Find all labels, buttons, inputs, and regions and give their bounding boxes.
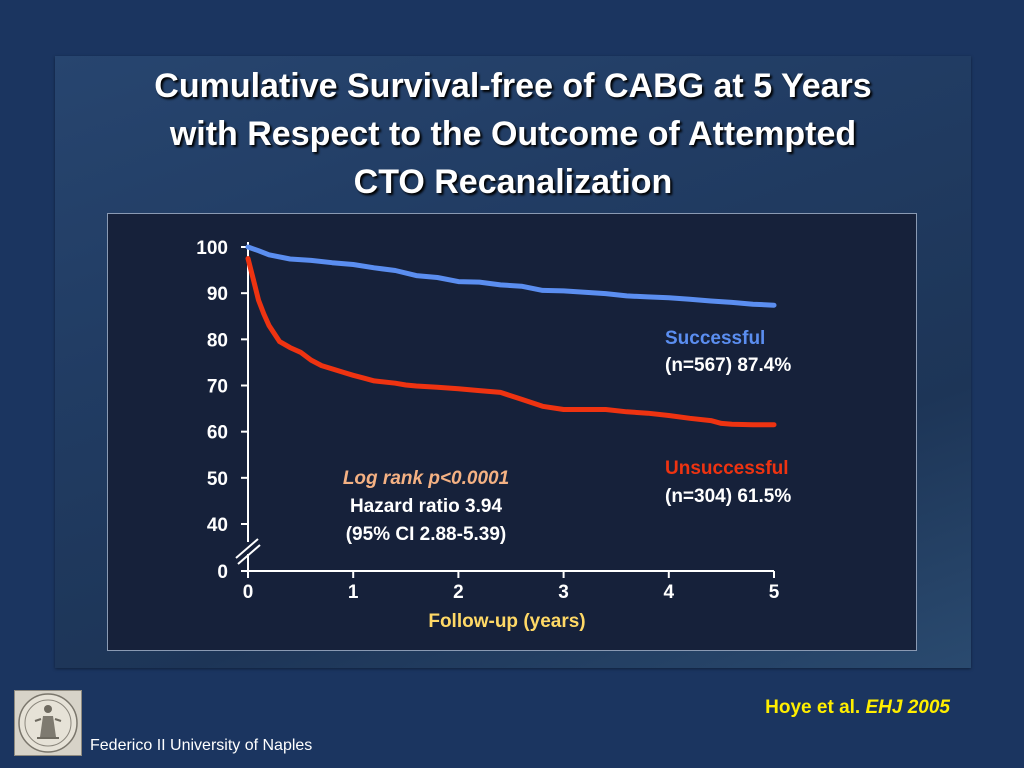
title-line-1: Cumulative Survival-free of CABG at 5 Ye…	[154, 67, 872, 105]
y-axis-break-mark	[235, 538, 259, 559]
y-tick-label: 60	[207, 423, 228, 444]
x-tick-label: 4	[664, 582, 675, 603]
unsuccessful-series-stat: (n=304) 61.5%	[665, 486, 791, 507]
x-tick-label: 1	[348, 582, 359, 603]
unsuccessful-series-line	[245, 256, 777, 428]
x-tick-label: 3	[558, 582, 569, 603]
x-tick-label: 2	[453, 582, 464, 603]
slide-title: Cumulative Survival-free of CABG at 5 Ye…	[55, 62, 971, 206]
logrank-annotation: Log rank p<0.0001	[343, 468, 509, 489]
footer-university-name: Federico II University of Naples	[90, 737, 313, 754]
chart-axes: 0 40 50 60 70 80 90 100 0 1 2 3 4 5	[196, 238, 779, 603]
unsuccessful-series-label: Unsuccessful	[665, 458, 789, 479]
y-tick-label: 100	[196, 238, 228, 259]
successful-series-label: Successful	[665, 328, 765, 349]
y-tick-label: 40	[207, 515, 228, 536]
y-tick-label: 80	[207, 330, 228, 351]
x-axis-title: Follow-up (years)	[428, 611, 585, 632]
chart-labels: Successful (n=567) 87.4% Unsuccessful (n…	[343, 328, 791, 632]
citation-journal: EHJ 2005	[865, 697, 950, 718]
x-tick-label: 5	[769, 582, 780, 603]
y-tick-label: 50	[207, 469, 228, 490]
y-tick-label: 70	[207, 377, 228, 398]
title-line-2: with Respect to the Outcome of Attempted	[169, 115, 857, 153]
title-line-3: CTO Recanalization	[353, 163, 673, 201]
x-tick-label: 0	[243, 582, 254, 603]
successful-series-line	[245, 244, 777, 308]
survival-chart: 0 40 50 60 70 80 90 100 0 1 2 3 4 5 Successful (n=567…	[196, 238, 791, 632]
y-tick-label: 0	[217, 562, 228, 583]
chart-panel: 0 40 50 60 70 80 90 100 0 1 2 3 4 5 Successful (n=567…	[107, 213, 917, 651]
confidence-interval-annotation: (95% CI 2.88-5.39)	[346, 524, 507, 545]
citation-authors: Hoye et al.	[765, 697, 861, 718]
hazard-ratio-annotation: Hazard ratio 3.94	[350, 496, 502, 517]
y-axis-break-mark	[237, 544, 261, 565]
successful-series-stat: (n=567) 87.4%	[665, 355, 791, 376]
y-tick-label: 90	[207, 284, 228, 305]
chart-series	[245, 244, 777, 428]
university-seal-icon	[14, 690, 82, 756]
citation: Hoye et al. EHJ 2005	[765, 697, 950, 719]
